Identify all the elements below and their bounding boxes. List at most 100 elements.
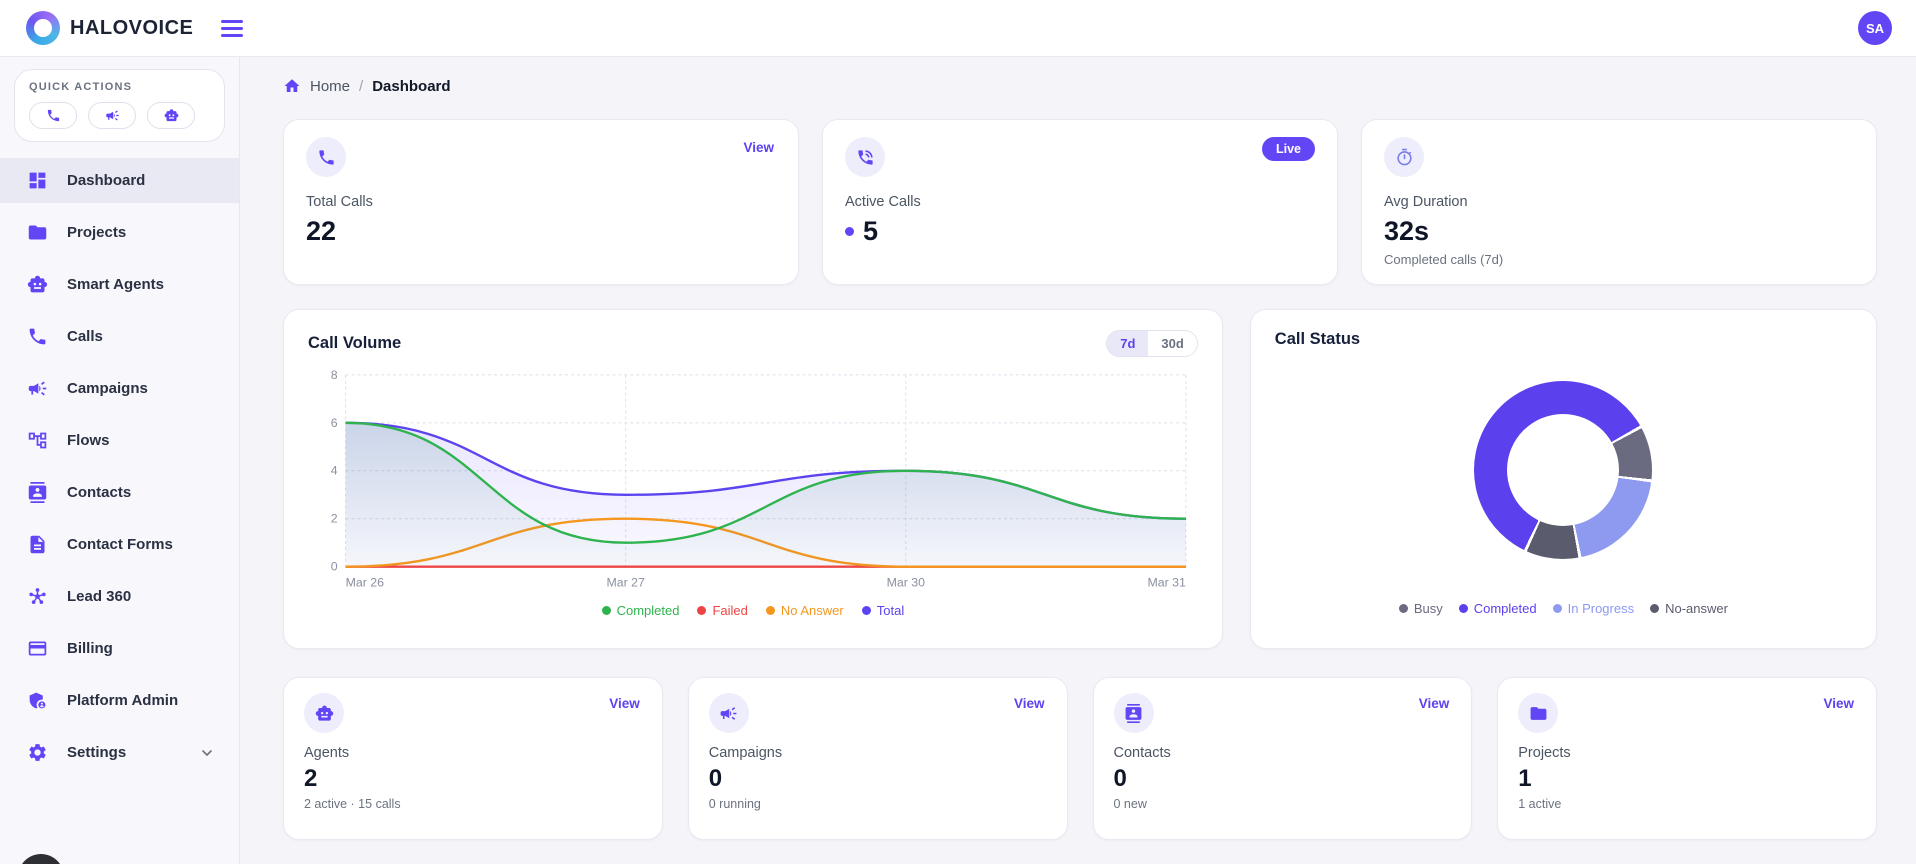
phone-icon (46, 108, 61, 123)
svg-text:4: 4 (331, 464, 338, 478)
sidebar-item-label: Lead 360 (67, 588, 132, 605)
sidebar-item-flows[interactable]: Flows (14, 418, 225, 463)
live-dot (845, 227, 854, 236)
call-status-chart (1275, 381, 1852, 559)
sidebar-item-label: Billing (67, 640, 113, 657)
series-line-completed (345, 421, 1186, 544)
help-floating-button[interactable] (18, 854, 64, 864)
sidebar-item-projects[interactable]: Projects (14, 210, 225, 255)
svg-text:6: 6 (331, 416, 338, 430)
svg-text:Mar 30: Mar 30 (887, 575, 926, 589)
legend-in-progress: In Progress (1552, 601, 1635, 616)
campaigns-label: Campaigns (708, 745, 783, 761)
sidebar-item-dashboard[interactable]: Dashboard (0, 158, 239, 203)
quick-campaign-button[interactable] (88, 102, 136, 129)
hub-icon (27, 586, 48, 607)
summary-row: View Agents 2 2 active · 15 calls View Campai… (283, 677, 1877, 840)
call-volume-plot: 0 2 4 6 8 Mar 26 Mar 27 Mar 30 Mar 31 (331, 368, 1187, 589)
sidebar-item-label: Campaigns (67, 380, 148, 397)
sidebar-item-label: Calls (67, 328, 103, 345)
flow-icon (27, 430, 48, 451)
svg-text:8: 8 (331, 368, 338, 382)
total-calls-label: Total Calls (306, 194, 373, 210)
megaphone-icon (27, 378, 48, 399)
call-volume-legend: Completed Failed No Answer Total (308, 603, 1198, 618)
legend-label: Failed (712, 603, 748, 619)
sidebar-item-label: Settings (67, 744, 127, 761)
phone-call-icon (845, 137, 885, 177)
credit-card-icon (27, 638, 48, 659)
sidebar-item-label: Contact Forms (67, 536, 173, 553)
call-status-card: Call Status Busy Completed In Progress No-a… (1249, 309, 1877, 649)
shield-user-icon (27, 690, 48, 711)
document-icon (27, 534, 48, 555)
legend-total: Total (861, 603, 904, 618)
campaigns-value: 0 (708, 765, 723, 792)
active-calls-number: 5 (863, 216, 879, 246)
sidebar-item-contact-forms[interactable]: Contact Forms (14, 522, 225, 567)
projects-view-link[interactable]: View (1823, 696, 1854, 711)
legend-dot (861, 606, 871, 616)
avg-duration-label: Avg Duration (1384, 194, 1468, 210)
sidebar-item-settings[interactable]: Settings (14, 730, 225, 775)
sidebar-item-label: Projects (67, 224, 127, 241)
breadcrumb-separator: / (359, 77, 364, 95)
contact-card-icon (27, 482, 48, 503)
sidebar-nav: Dashboard Projects Smart Agents Calls Campai… (0, 158, 239, 775)
chevron-down-icon (199, 745, 215, 761)
contacts-subtext: 0 new (1113, 797, 1147, 811)
charts-row: Call Volume 7d 30d 0 2 4 6 8 Mar 26 Mar 27 Mar … (283, 309, 1877, 649)
range-7d-button[interactable]: 7d (1107, 331, 1149, 356)
sidebar-item-lead-360[interactable]: Lead 360 (14, 574, 225, 619)
legend-busy: Busy (1398, 601, 1443, 616)
agents-value: 2 (304, 765, 318, 792)
sidebar-item-label: Dashboard (67, 172, 146, 189)
sidebar-item-contacts[interactable]: Contacts (14, 470, 225, 515)
quick-actions-row (29, 102, 210, 129)
stopwatch-icon (1384, 137, 1424, 177)
campaigns-view-link[interactable]: View (1013, 696, 1045, 711)
megaphone-icon (708, 693, 749, 733)
call-status-title: Call Status (1274, 330, 1361, 348)
svg-text:Mar 27: Mar 27 (606, 575, 645, 589)
phone-icon (306, 137, 346, 177)
svg-text:Mar 31: Mar 31 (1147, 575, 1186, 589)
sidebar-item-calls[interactable]: Calls (14, 314, 225, 359)
robot-icon (27, 274, 48, 295)
brand: HALOVOICE (26, 11, 193, 45)
robot-icon (304, 693, 344, 733)
contacts-view-link[interactable]: View (1418, 696, 1450, 711)
legend-no-answer: No-answer (1650, 601, 1728, 616)
quick-agent-button[interactable] (147, 102, 195, 129)
sidebar-item-smart-agents[interactable]: Smart Agents (14, 262, 225, 307)
sidebar-item-billing[interactable]: Billing (14, 626, 225, 671)
active-calls-label: Active Calls (845, 194, 921, 210)
projects-subtext: 1 active (1518, 797, 1562, 811)
quick-call-button[interactable] (29, 102, 77, 129)
call-volume-header: Call Volume 7d 30d (308, 330, 1198, 357)
agents-view-link[interactable]: View (609, 696, 640, 711)
legend-label: No Answer (780, 603, 844, 619)
svg-text:2: 2 (331, 512, 338, 526)
avg-duration-card: Avg Duration 32s Completed calls (7d) (1361, 119, 1877, 285)
legend-label: Completed (1473, 601, 1537, 616)
status-donut (1474, 381, 1653, 559)
sidebar-item-campaigns[interactable]: Campaigns (14, 366, 225, 411)
home-icon (283, 77, 301, 95)
main-content: Home / Dashboard View Total Calls 22 Liv… (240, 57, 1916, 864)
menu-icon[interactable] (221, 13, 251, 43)
legend-no-answer: No Answer (765, 603, 844, 619)
legend-dot (697, 606, 707, 616)
avg-duration-subtext: Completed calls (7d) (1384, 252, 1504, 267)
total-calls-view-link[interactable]: View (743, 140, 774, 155)
legend-label: In Progress (1567, 601, 1635, 616)
sidebar-item-platform-admin[interactable]: Platform Admin (14, 678, 225, 723)
folder-icon (27, 222, 48, 243)
breadcrumb-current: Dashboard (372, 77, 451, 95)
user-avatar[interactable]: SA (1858, 11, 1892, 45)
legend-dot (601, 606, 611, 616)
range-30d-button[interactable]: 30d (1148, 331, 1197, 356)
breadcrumb-home-link[interactable]: Home (310, 77, 351, 95)
range-toggle: 7d 30d (1106, 330, 1198, 357)
